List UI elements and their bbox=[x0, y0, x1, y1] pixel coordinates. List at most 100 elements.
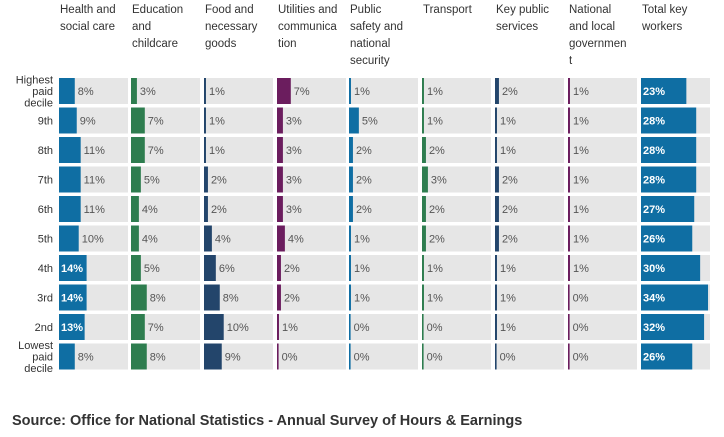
column-header-health-and-social-care: Health and social care bbox=[60, 4, 116, 33]
cell-background bbox=[495, 314, 564, 340]
data-label: 8% bbox=[78, 86, 94, 98]
cell-background bbox=[495, 166, 564, 193]
bar-national-and-local-government-6th bbox=[568, 196, 570, 222]
cell-background bbox=[568, 314, 637, 340]
bar-transport-9th bbox=[422, 107, 424, 134]
bar-national-and-local-government-8th bbox=[568, 137, 570, 163]
data-label: 1% bbox=[427, 86, 443, 98]
data-label: 5% bbox=[144, 175, 160, 187]
data-label: 2% bbox=[356, 145, 372, 157]
data-label: 2% bbox=[429, 234, 445, 246]
data-label: 1% bbox=[354, 86, 370, 98]
bar-utilities-and-communication-highest-paid-decile bbox=[277, 78, 291, 104]
row-label-8th: 8th bbox=[38, 145, 53, 157]
data-label: 3% bbox=[286, 204, 302, 216]
row-label-6th: 6th bbox=[38, 204, 53, 216]
cell-background bbox=[495, 343, 564, 370]
data-label: 7% bbox=[148, 322, 164, 334]
data-label: 1% bbox=[354, 293, 370, 305]
bar-health-and-social-care-8th bbox=[59, 137, 81, 163]
bar-national-and-local-government-9th bbox=[568, 107, 570, 134]
bar-utilities-and-communication-3rd bbox=[277, 284, 281, 311]
bar-transport-6th bbox=[422, 196, 426, 222]
bar-health-and-social-care-5th bbox=[59, 225, 79, 252]
bar-food-and-necessary-goods-7th bbox=[204, 166, 208, 193]
data-label: 3% bbox=[286, 116, 302, 128]
bar-public-safety-and-national-security-6th bbox=[349, 196, 353, 222]
data-label: 9% bbox=[80, 116, 96, 128]
bar-health-and-social-care-lowest-paid-decile bbox=[59, 343, 75, 370]
bar-key-public-services-3rd bbox=[495, 284, 497, 311]
cell-background bbox=[568, 225, 637, 252]
data-label: 8% bbox=[223, 293, 239, 305]
data-label: 4% bbox=[142, 234, 158, 246]
bar-utilities-and-communication-7th bbox=[277, 166, 283, 193]
data-label: 26% bbox=[643, 352, 665, 364]
cell-background bbox=[495, 196, 564, 222]
data-label: 28% bbox=[643, 175, 665, 187]
cell-background bbox=[277, 314, 346, 340]
data-label: 1% bbox=[209, 145, 225, 157]
data-label: 7% bbox=[148, 145, 164, 157]
data-label: 7% bbox=[148, 116, 164, 128]
cell-background bbox=[349, 78, 418, 104]
data-label: 5% bbox=[144, 263, 160, 275]
bar-total-key-workers-6th bbox=[641, 196, 695, 222]
column-header-total-key-workers: Total key workers bbox=[641, 4, 688, 33]
data-label: 8% bbox=[150, 293, 166, 305]
cell-background bbox=[495, 255, 564, 281]
cell-background bbox=[277, 255, 346, 281]
cell-background bbox=[277, 107, 346, 134]
bar-public-safety-and-national-security-5th bbox=[349, 225, 351, 252]
bar-national-and-local-government-lowest-paid-decile bbox=[568, 343, 570, 370]
bar-key-public-services-6th bbox=[495, 196, 499, 222]
data-label: 1% bbox=[282, 322, 298, 334]
bar-education-and-childcare-9th bbox=[131, 107, 145, 134]
data-label: 4% bbox=[288, 234, 304, 246]
data-label: 2% bbox=[211, 175, 227, 187]
data-label: 2% bbox=[284, 263, 300, 275]
cell-background bbox=[568, 78, 637, 104]
bar-education-and-childcare-5th bbox=[131, 225, 139, 252]
data-label: 6% bbox=[219, 263, 235, 275]
cell-background bbox=[568, 343, 637, 370]
cell-background bbox=[422, 225, 491, 252]
bar-national-and-local-government-4th bbox=[568, 255, 570, 281]
cell-background bbox=[349, 196, 418, 222]
data-label: 3% bbox=[286, 175, 302, 187]
row-label-lowest-paid-decile: Lowest paid decile bbox=[18, 340, 53, 375]
data-label: 7% bbox=[294, 86, 310, 98]
data-label: 4% bbox=[142, 204, 158, 216]
data-label: 1% bbox=[427, 263, 443, 275]
cell-background bbox=[349, 166, 418, 193]
row-label-4th: 4th bbox=[38, 263, 53, 275]
bar-total-key-workers-lowest-paid-decile bbox=[641, 343, 693, 370]
bar-national-and-local-government-7th bbox=[568, 166, 570, 193]
bar-total-key-workers-3rd bbox=[641, 284, 709, 311]
data-label: 2% bbox=[502, 175, 518, 187]
data-label: 26% bbox=[643, 234, 665, 246]
cell-background bbox=[277, 225, 346, 252]
data-label: 4% bbox=[215, 234, 231, 246]
cell-background bbox=[131, 78, 200, 104]
data-label: 11% bbox=[84, 175, 105, 187]
bar-health-and-social-care-6th bbox=[59, 196, 81, 222]
data-label: 1% bbox=[500, 116, 516, 128]
bar-total-key-workers-7th bbox=[641, 166, 697, 193]
cell-background bbox=[277, 284, 346, 311]
cell-background bbox=[568, 107, 637, 134]
bar-public-safety-and-national-security-8th bbox=[349, 137, 353, 163]
data-label: 3% bbox=[431, 175, 447, 187]
cell-background bbox=[277, 343, 346, 370]
data-label: 0% bbox=[573, 352, 589, 364]
bar-transport-lowest-paid-decile bbox=[422, 343, 424, 370]
data-label: 1% bbox=[573, 234, 589, 246]
key-workers-decile-chart: Health and social care Education and childca… bbox=[16, 4, 710, 375]
data-label: 23% bbox=[643, 86, 665, 98]
cell-background bbox=[568, 284, 637, 311]
data-label: 1% bbox=[354, 234, 370, 246]
data-label: 13% bbox=[61, 322, 83, 334]
cell-background bbox=[349, 314, 418, 340]
cell-background bbox=[349, 255, 418, 281]
cell-background bbox=[422, 78, 491, 104]
